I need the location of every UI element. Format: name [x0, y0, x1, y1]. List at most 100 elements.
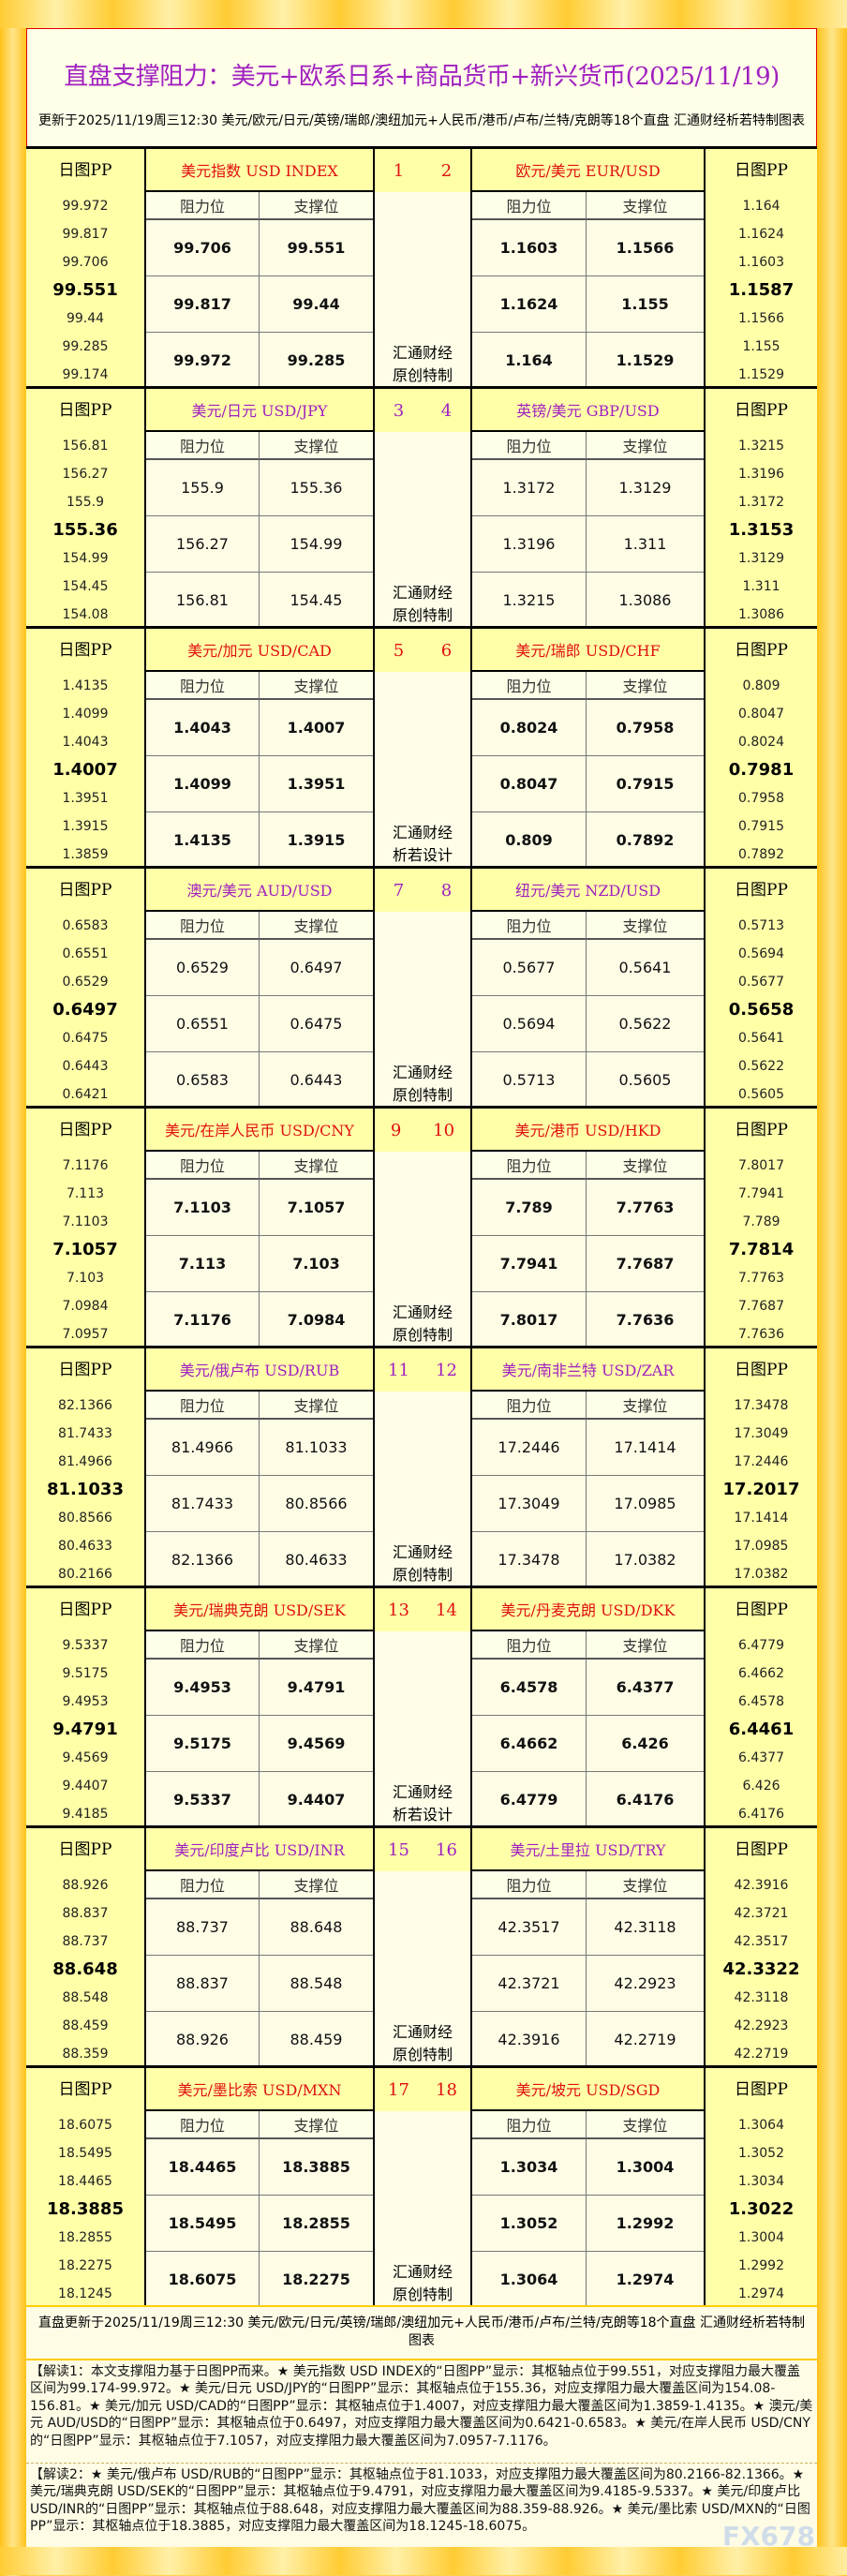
resistance-value: 1.1603: [472, 220, 587, 276]
resistance-value: 7.789: [472, 1180, 587, 1236]
watermark-text: 原创特制: [392, 2286, 453, 2303]
pp-header: 日图PP: [58, 161, 112, 180]
support-value: 6.426: [587, 1716, 704, 1772]
resistance-value: 1.3052: [472, 2196, 587, 2252]
pair-number: 9: [390, 1120, 402, 1140]
pp-value: 0.6443: [62, 1059, 109, 1074]
support-header: 支撑位: [587, 1392, 704, 1420]
note-1: 【解读1：本文支撑阻力基于日图PP而来。★ 美元指数 USD INDEX的“日图…: [26, 2359, 817, 2463]
pair-title: 美元/瑞典克朗 USD/SEK: [146, 1588, 373, 1631]
pp-value: 6.426: [742, 1779, 780, 1794]
pair-title: 美元/瑞郎 USD/CHF: [472, 629, 704, 672]
support-header: 支撑位: [260, 432, 373, 460]
pp-value: 9.4569: [62, 1750, 109, 1765]
pp-value: 99.285: [62, 339, 109, 354]
resistance-value: 9.5175: [146, 1716, 260, 1772]
support-value: 9.4791: [260, 1660, 373, 1716]
pivot-value: 1.3153: [728, 520, 795, 540]
resistance-value: 6.4779: [472, 1772, 587, 1828]
resistance-value: 156.81: [146, 573, 260, 629]
pp-value: 154.08: [62, 607, 109, 622]
pp-value: 1.3004: [738, 2230, 784, 2245]
pp-value: 1.3034: [738, 2174, 784, 2189]
watermark-text: 原创特制: [392, 1326, 453, 1344]
pp-column-right: 日图PP 17.3478 17.3049 17.2446 17.2017 17.1414 1…: [704, 1348, 817, 1588]
watermark-text: 汇通财经: [392, 2263, 453, 2281]
pivot-value: 0.7981: [728, 760, 795, 780]
watermark-text: 原创特制: [392, 606, 453, 624]
support-value: 18.2855: [260, 2196, 373, 2252]
pp-header: 日图PP: [735, 161, 788, 180]
support-value: 18.3885: [260, 2139, 373, 2196]
pair-numbers: 15 16: [373, 1828, 472, 1871]
support-value: 6.4377: [587, 1660, 704, 1716]
pp-column-left: 日图PP 88.926 88.837 88.737 88.648 88.548 88.459…: [26, 1828, 146, 2068]
pp-value: 9.5175: [62, 1666, 109, 1681]
support-header: 支撑位: [587, 1152, 704, 1180]
watermark-text: 汇通财经: [392, 1303, 453, 1321]
pp-value: 1.4135: [62, 678, 109, 693]
pair-title: 美元/丹麦克朗 USD/DKK: [472, 1588, 704, 1631]
resistance-value: 1.3064: [472, 2252, 587, 2308]
resistance-value: 18.6075: [146, 2252, 260, 2308]
resistance-header: 阻力位: [472, 1631, 587, 1660]
pp-header: 日图PP: [735, 1361, 788, 1379]
pp-header: 日图PP: [58, 2080, 112, 2099]
resistance-header: 阻力位: [472, 1392, 587, 1420]
pair-number: 17: [388, 2079, 409, 2100]
pair-title: 美元/港币 USD/HKD: [472, 1109, 704, 1152]
pp-column-right: 日图PP 6.4779 6.4662 6.4578 6.4461 6.4377 6.426 6…: [704, 1588, 817, 1828]
support-value: 1.3004: [587, 2139, 704, 2196]
pivot-value: 18.3885: [47, 2199, 124, 2219]
pair-number: 2: [440, 160, 453, 181]
pp-value: 7.7941: [738, 1186, 784, 1201]
pair-block: 日图PP 0.6583 0.6551 0.6529 0.6497 0.6475 0.6443…: [26, 866, 817, 1109]
pp-value: 80.2166: [58, 1567, 112, 1582]
pair-block: 日图PP 9.5337 9.5175 9.4953 9.4791 9.4569 9.4407…: [26, 1586, 817, 1828]
resistance-value: 1.4135: [146, 812, 260, 869]
note-2: 【解读2：★ 美元/俄卢布 USD/RUB的“日图PP”显示：其枢轴点位于81.…: [26, 2463, 817, 2547]
pair-number: 10: [433, 1120, 455, 1140]
support-value: 80.8566: [260, 1476, 373, 1532]
pp-value: 7.7763: [738, 1271, 784, 1286]
pp-column-right: 日图PP 1.164 1.1624 1.1603 1.1587 1.1566 1.155 1.…: [704, 149, 817, 389]
pp-value: 82.1366: [58, 1398, 112, 1413]
resistance-value: 0.6529: [146, 940, 260, 996]
resistance-value: 1.3172: [472, 460, 587, 516]
support-value: 0.6475: [260, 996, 373, 1052]
pivot-value: 7.1057: [52, 1240, 118, 1259]
pp-value: 1.3196: [738, 467, 784, 482]
resistance-header: 阻力位: [146, 2111, 260, 2139]
support-value: 0.5622: [587, 996, 704, 1052]
pp-value: 6.4377: [738, 1750, 784, 1765]
pp-value: 1.311: [742, 579, 780, 594]
watermark-column: 汇通财经 原创特制: [373, 432, 472, 629]
pp-value: 1.155: [742, 339, 780, 354]
support-value: 17.0382: [587, 1532, 704, 1588]
watermark-column: 汇通财经 原创特制: [373, 2111, 472, 2308]
pp-value: 17.3049: [734, 1426, 789, 1441]
pp-value: 7.789: [742, 1214, 780, 1229]
pp-value: 18.5495: [58, 2146, 112, 2161]
pp-value: 18.2275: [58, 2258, 112, 2273]
watermark-text: 汇通财经: [392, 2023, 453, 2041]
support-header: 支撑位: [260, 912, 373, 940]
pivot-value: 1.3022: [728, 2199, 795, 2219]
resistance-value: 6.4662: [472, 1716, 587, 1772]
pp-column-left: 日图PP 18.6075 18.5495 18.4465 18.3885 18.2855 1…: [26, 2068, 146, 2308]
support-value: 99.551: [260, 220, 373, 276]
pair-numbers: 17 18: [373, 2068, 472, 2111]
pp-value: 99.972: [62, 199, 109, 214]
pivot-value: 9.4791: [52, 1720, 118, 1739]
pp-header: 日图PP: [58, 1840, 112, 1859]
resistance-value: 9.4953: [146, 1660, 260, 1716]
support-value: 7.7763: [587, 1180, 704, 1236]
pp-column-right: 日图PP 1.3064 1.3052 1.3034 1.3022 1.3004 1.2992…: [704, 2068, 817, 2308]
support-header: 支撑位: [260, 1871, 373, 1899]
pp-value: 1.3915: [62, 819, 109, 834]
resistance-header: 阻力位: [472, 2111, 587, 2139]
support-value: 42.3118: [587, 1899, 704, 1956]
watermark-column: 汇通财经 原创特制: [373, 1871, 472, 2068]
watermark-column: 汇通财经 析若设计: [373, 1631, 472, 1828]
pp-value: 18.1245: [58, 2286, 112, 2301]
